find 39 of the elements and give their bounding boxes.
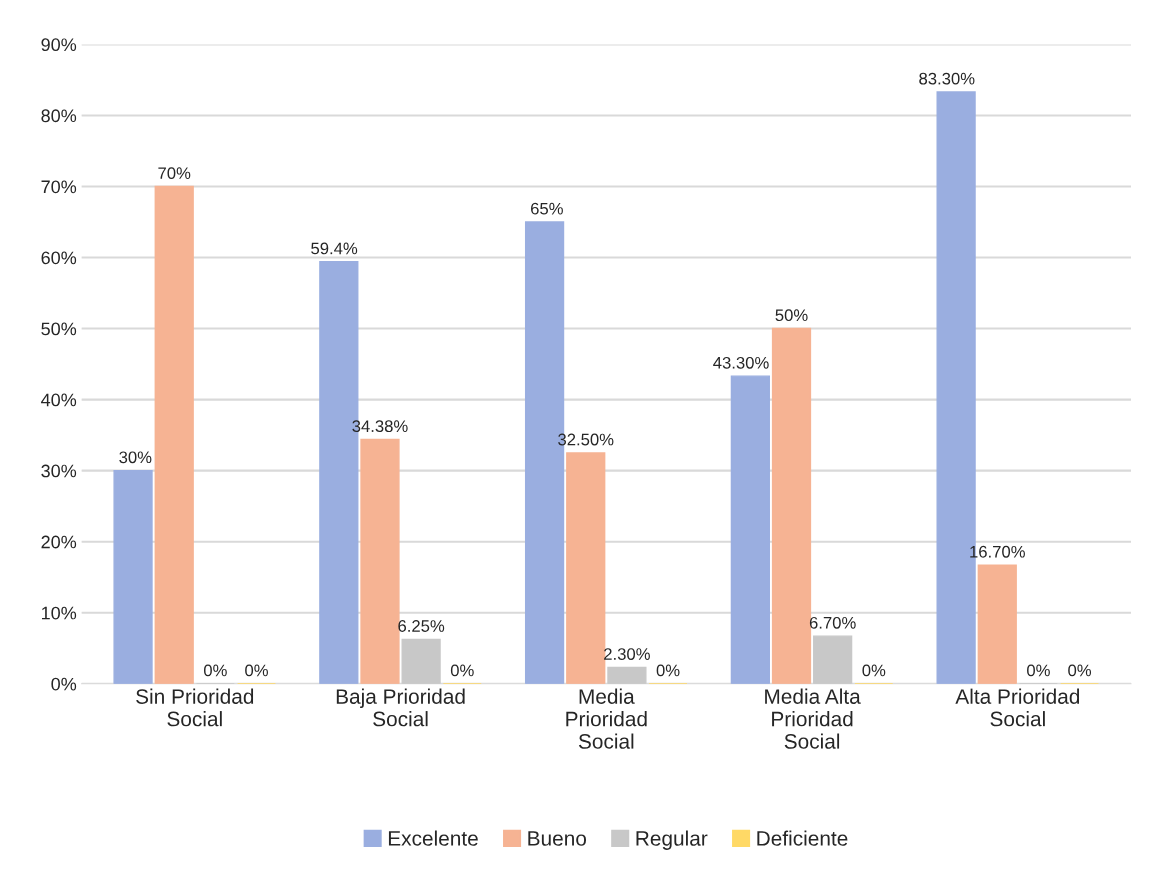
data-label: 32.50%	[558, 433, 614, 446]
data-label: 50%	[775, 309, 808, 322]
data-label: 16.70%	[970, 545, 1025, 558]
data-label: 6.25%	[398, 620, 445, 632]
data-label: 0%	[1027, 664, 1050, 677]
data-label: 2.30%	[604, 648, 650, 660]
data-label: 0%	[1068, 664, 1092, 677]
data-label: 0%	[656, 664, 680, 677]
data-label: 30%	[119, 451, 152, 464]
y-tick-label: 0%	[51, 677, 77, 691]
data-label: 0%	[203, 664, 227, 677]
x-tick-label: Alta Prioridad Social	[955, 688, 1080, 727]
data-label: 59.4%	[311, 242, 358, 255]
data-label: 83.30%	[919, 72, 975, 85]
legend-label: Regular	[636, 830, 708, 850]
data-label: 6.70%	[809, 616, 856, 629]
data-label: 65%	[531, 202, 563, 215]
legend-label: Bueno	[528, 831, 587, 846]
data-label: 0%	[450, 664, 474, 677]
x-tick-label: Media Prioridad Social	[566, 688, 647, 749]
data-label: 43.30%	[713, 356, 769, 369]
x-tick-label: Media Alta Prioridad Social	[765, 688, 861, 749]
data-label: 34.38%	[352, 420, 408, 433]
data-label: 0%	[862, 664, 886, 677]
data-label: 70%	[158, 167, 191, 180]
x-tick-label: Baja Prioridad Social	[336, 688, 465, 727]
y-tick-label: 10%	[42, 606, 77, 620]
legend-label: Excelente	[388, 830, 478, 846]
y-tick-label: 20%	[41, 535, 77, 549]
y-tick-label: 30%	[41, 464, 77, 478]
y-tick-label: 40%	[41, 393, 77, 407]
y-tick-label: 60%	[41, 251, 77, 265]
legend-label: Deficiente	[757, 830, 848, 846]
y-tick-label: 70%	[41, 180, 77, 194]
x-tick-label: Sin Prioridad Social	[136, 688, 254, 727]
y-tick-label: 90%	[41, 38, 77, 52]
data-label: 0%	[245, 664, 268, 677]
y-tick-label: 80%	[41, 109, 77, 123]
y-tick-label: 50%	[41, 322, 77, 336]
